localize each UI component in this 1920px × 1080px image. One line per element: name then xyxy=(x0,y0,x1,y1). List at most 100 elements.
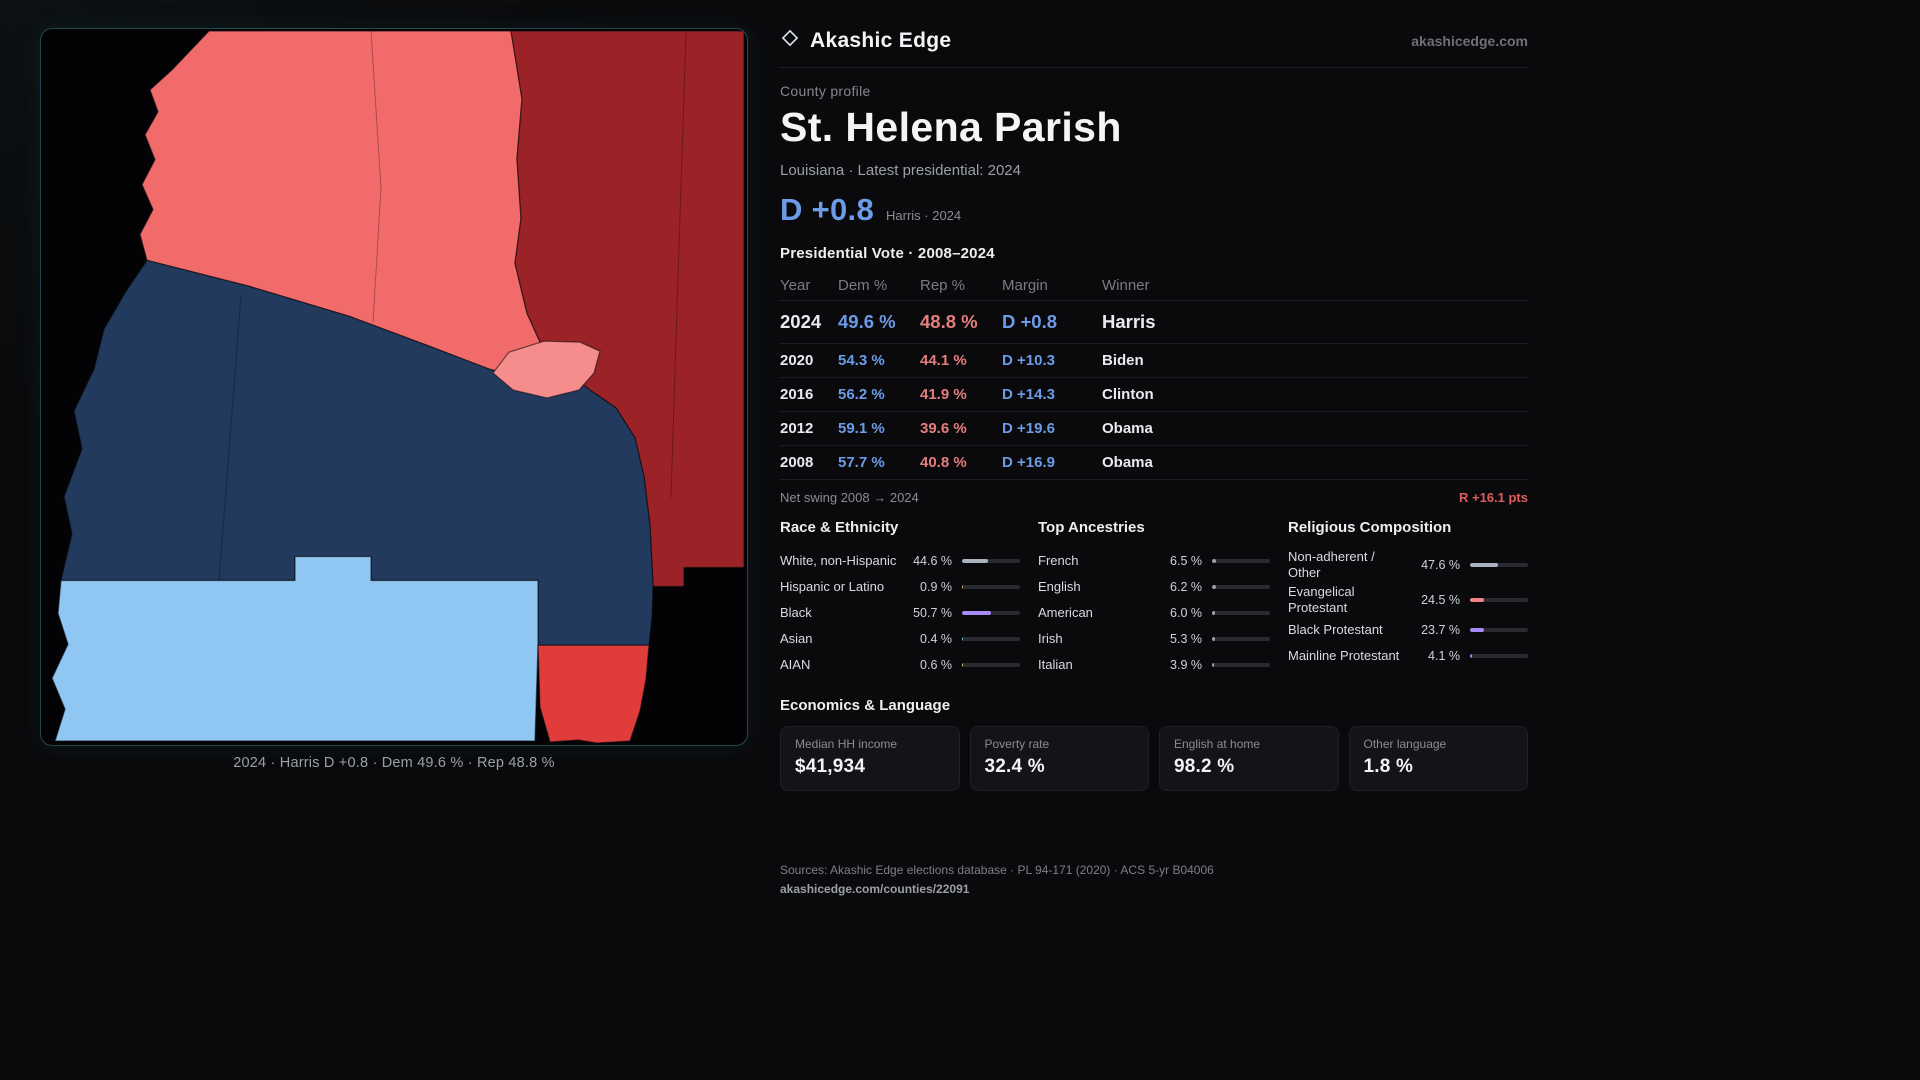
demo-bar-fill xyxy=(1212,637,1216,641)
demo-bar-track xyxy=(1470,597,1528,602)
footer: Sources: Akashic Edge elections database… xyxy=(780,863,1528,898)
ancestries-column: Top Ancestries French 6.5 % English 6.2 … xyxy=(1038,519,1270,678)
demo-label: Irish xyxy=(1038,630,1063,646)
cell-margin: D +0.8 xyxy=(1002,311,1058,332)
map-region-enclave-pink[interactable] xyxy=(492,340,601,399)
cell-year: 2020 xyxy=(780,352,814,369)
demo-label: Evangelical Protestant xyxy=(1288,583,1355,615)
demo-row: Irish 5.3 % xyxy=(1038,626,1270,652)
demo-value: 47.6 % xyxy=(1421,558,1460,573)
footer-sources: Sources: Akashic Edge elections database… xyxy=(780,863,1214,877)
cell-year: 2016 xyxy=(780,386,814,403)
headline-margin-block: D +0.8 Harris · 2024 xyxy=(780,192,1528,228)
demo-bar-fill xyxy=(962,585,963,589)
demo-bar-fill xyxy=(1470,563,1498,568)
demo-bar-track xyxy=(1212,559,1270,563)
cell-year: 2012 xyxy=(780,420,814,437)
brand-domain-link[interactable]: akashicedge.com xyxy=(1411,32,1528,49)
stat-value: 98.2 % xyxy=(1174,756,1235,777)
demographics-section: Race & Ethnicity White, non-Hispanic 44.… xyxy=(780,519,1528,678)
demo-row: Asian 0.4 % xyxy=(780,626,1020,652)
stat-label: Poverty rate xyxy=(984,737,1050,751)
demo-label: French xyxy=(1038,552,1079,568)
page-title: St. Helena Parish xyxy=(780,104,1122,150)
demo-bar-track xyxy=(962,585,1020,589)
cell-dem: 59.1 % xyxy=(838,420,885,437)
page-eyebrow: County profile xyxy=(780,83,871,99)
cell-winner: Clinton xyxy=(1102,386,1154,403)
demo-row: Italian 3.9 % xyxy=(1038,652,1270,678)
stat-label: Median HH income xyxy=(795,737,898,751)
map-region-south-red[interactable] xyxy=(537,644,650,744)
county-precinct-map[interactable] xyxy=(41,29,747,745)
footer-permalink-link[interactable]: akashicedge.com/counties/22091 xyxy=(780,882,970,896)
cell-dem: 54.3 % xyxy=(838,352,885,369)
cell-margin: D +10.3 xyxy=(1002,352,1055,369)
demo-value: 4.1 % xyxy=(1428,649,1460,663)
demo-row: Black 50.7 % xyxy=(780,600,1020,626)
demo-value: 0.6 % xyxy=(920,658,952,672)
brand-name: Akashic Edge xyxy=(810,28,952,52)
column-title: Top Ancestries xyxy=(1038,519,1145,536)
cell-rep: 40.8 % xyxy=(920,454,967,471)
page-subtitle: Louisiana · Latest presidential: 2024 xyxy=(780,162,1021,179)
demo-bar-fill xyxy=(962,663,963,667)
demo-row: Mainline Protestant 4.1 % xyxy=(1288,643,1528,669)
demo-value: 0.9 % xyxy=(920,580,952,594)
economics-cards: Median HH income $41,934 Poverty rate 32… xyxy=(780,726,1528,791)
cell-margin: D +16.9 xyxy=(1002,454,1055,471)
religion-column: Religious Composition Non-adherent / Oth… xyxy=(1288,519,1528,678)
cell-winner: Obama xyxy=(1102,454,1153,471)
demo-bar-track xyxy=(962,637,1020,641)
cell-margin: D +19.6 xyxy=(1002,420,1055,437)
precinct-boundary-line xyxy=(218,296,242,581)
demo-value: 5.3 % xyxy=(1170,632,1202,646)
demo-value: 0.4 % xyxy=(920,632,952,646)
demo-bar-fill xyxy=(1470,628,1484,632)
table-header-row: Year Dem % Rep % Margin Winner xyxy=(780,271,1528,301)
stat-card-other-language: Other language 1.8 % xyxy=(1348,726,1528,791)
stat-value: $41,934 xyxy=(795,756,866,777)
col-rep: Rep % xyxy=(920,277,966,294)
brand[interactable]: Akashic Edge xyxy=(780,28,951,53)
demo-label: Italian xyxy=(1038,656,1073,672)
table-row: 2016 56.2 % 41.9 % D +14.3 Clinton xyxy=(780,378,1528,412)
cell-winner: Harris xyxy=(1102,311,1156,332)
cell-rep: 44.1 % xyxy=(920,352,967,369)
cell-winner: Biden xyxy=(1102,352,1144,369)
column-title: Race & Ethnicity xyxy=(780,519,899,536)
race-ethnicity-column: Race & Ethnicity White, non-Hispanic 44.… xyxy=(780,519,1020,678)
col-winner: Winner xyxy=(1102,277,1150,294)
county-map-panel xyxy=(40,28,748,746)
stat-card-english-at-home: English at home 98.2 % xyxy=(1159,726,1339,791)
headline-margin-note: Harris · 2024 xyxy=(886,208,962,223)
demo-bar-fill xyxy=(1470,597,1485,602)
cell-year: 2008 xyxy=(780,454,814,471)
table-row: 2020 54.3 % 44.1 % D +10.3 Biden xyxy=(780,344,1528,378)
vote-table-title: Presidential Vote · 2008–2024 xyxy=(780,245,995,262)
stat-value: 32.4 % xyxy=(984,756,1045,777)
demo-row: French 6.5 % xyxy=(1038,548,1270,574)
map-region-south-light-blue[interactable] xyxy=(51,555,539,742)
demo-bar-track xyxy=(962,663,1020,667)
demo-row: Non-adherent / Other 47.6 % xyxy=(1288,548,1528,583)
presidential-vote-table: Year Dem % Rep % Margin Winner 2024 49.6… xyxy=(780,271,1528,480)
demo-value: 50.7 % xyxy=(913,606,952,620)
demo-bar-track xyxy=(1470,654,1528,658)
demo-row: White, non-Hispanic 44.6 % xyxy=(780,548,1020,574)
demo-bar-track xyxy=(1212,637,1270,641)
county-profile-panel: Akashic Edge akashicedge.com County prof… xyxy=(780,24,1528,898)
cell-winner: Obama xyxy=(1102,420,1153,437)
demo-bar-track xyxy=(962,611,1020,615)
table-row: 2012 59.1 % 39.6 % D +19.6 Obama xyxy=(780,412,1528,446)
demo-bar-fill xyxy=(1212,585,1216,589)
cell-dem: 49.6 % xyxy=(838,311,896,332)
demo-value: 3.9 % xyxy=(1170,658,1202,672)
col-year: Year xyxy=(780,277,811,294)
cell-margin: D +14.3 xyxy=(1002,386,1055,403)
demo-bar-track xyxy=(1212,585,1270,589)
headline-margin-value: D +0.8 xyxy=(780,192,874,227)
net-swing-row: Net swing 2008 → 2024 R +16.1 pts xyxy=(780,490,1528,505)
cell-dem: 56.2 % xyxy=(838,386,885,403)
stat-card-poverty-rate: Poverty rate 32.4 % xyxy=(969,726,1149,791)
